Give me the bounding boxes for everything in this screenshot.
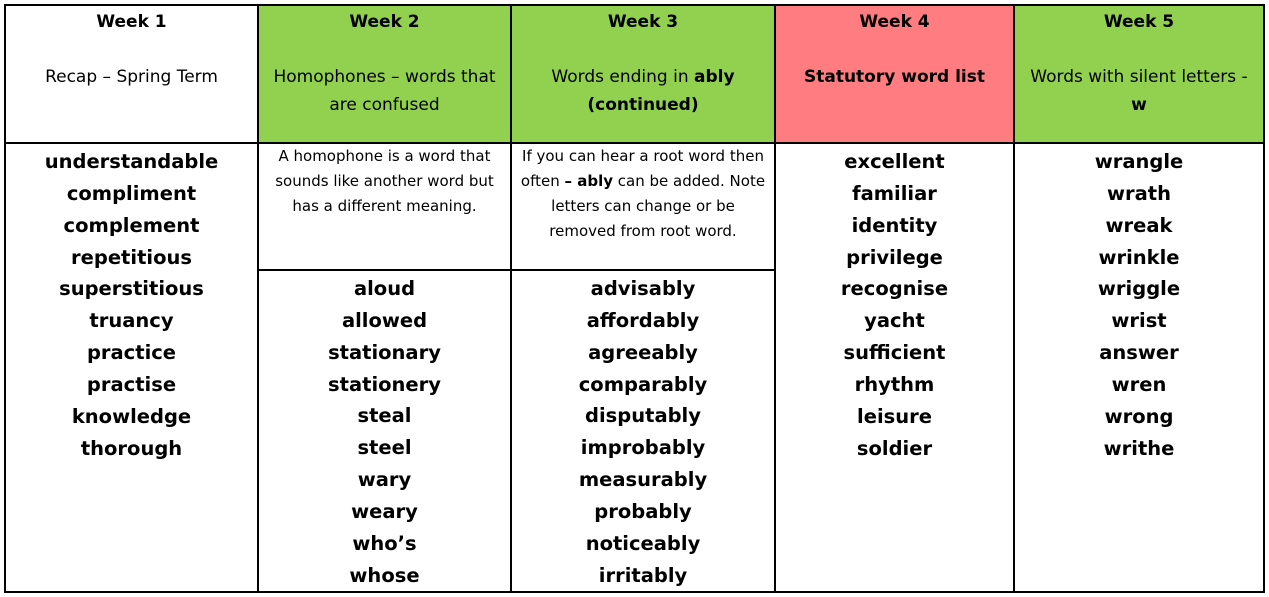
spelling-word: familiar <box>852 181 937 205</box>
week-4-topic: Statutory word list <box>803 67 985 87</box>
spelling-word: yacht <box>864 309 925 333</box>
spelling-word: excellent <box>844 150 945 173</box>
spelling-word: wrong <box>1104 404 1174 428</box>
spelling-word: wary <box>357 468 412 492</box>
spelling-word: recognise <box>840 277 949 301</box>
spelling-word: whose <box>349 563 420 587</box>
spelling-word: allowed <box>341 308 428 332</box>
spelling-word: superstitious <box>59 277 204 301</box>
week-2-word-list: aloud allowed stationary stationery stea… <box>259 273 510 591</box>
week-2-heading: Week 2 <box>349 12 420 32</box>
spelling-word: stationery <box>328 372 441 396</box>
week-4-column: Week 4 Statutory word list excellent fam… <box>774 6 1013 591</box>
spelling-word: advisably <box>590 277 696 300</box>
spelling-word: sufficient <box>843 341 946 365</box>
spelling-word: thorough <box>80 436 183 460</box>
week-5-column: Week 5 Words with silent letters - w wra… <box>1013 6 1263 591</box>
week-3-heading: Week 3 <box>607 12 679 32</box>
spelling-word: practice <box>86 341 177 365</box>
spelling-word: wreak <box>1105 213 1173 237</box>
week-2-header: Week 2 Homophones – words that are confu… <box>259 6 510 144</box>
week-1-header: Week 1 Recap – Spring Term <box>6 6 257 144</box>
spelling-word: irritably <box>598 563 688 587</box>
spelling-word: weary <box>351 499 418 523</box>
spelling-word: probably <box>594 499 692 523</box>
spelling-word: stationary <box>328 340 441 364</box>
spelling-word: writhe <box>1103 436 1175 460</box>
spelling-word: compliment <box>66 181 197 205</box>
week-5-topic: Words with silent letters - w <box>1030 67 1248 115</box>
spelling-word: knowledge <box>71 404 192 428</box>
week-3-note: If you can hear a root word then often –… <box>512 144 774 271</box>
week-1-heading: Week 1 <box>96 12 167 32</box>
spelling-word: wren <box>1111 372 1167 396</box>
week-1-column: Week 1 Recap – Spring Term understandabl… <box>6 6 257 591</box>
spelling-word: affordably <box>586 308 700 332</box>
week-3-column: Week 3 Words ending in ably (continued) … <box>510 6 774 591</box>
spelling-word: noticeably <box>585 531 701 555</box>
spelling-table: Week 1 Recap – Spring Term understandabl… <box>4 4 1265 593</box>
spelling-word: soldier <box>856 436 933 460</box>
spelling-word: wriggle <box>1097 277 1181 301</box>
spelling-word: measurably <box>578 468 708 492</box>
spelling-word: privilege <box>846 245 943 269</box>
spelling-word: steal <box>357 404 412 428</box>
spelling-word: wrinkle <box>1098 245 1180 269</box>
spelling-word: rhythm <box>854 372 935 396</box>
spelling-word: wrangle <box>1094 150 1184 173</box>
week-3-header: Week 3 Words ending in ably (continued) <box>512 6 774 144</box>
spelling-word: disputably <box>585 404 701 428</box>
spelling-word: who’s <box>352 531 417 555</box>
spelling-word: steel <box>357 436 412 460</box>
spelling-word: identity <box>851 213 938 237</box>
week-3-word-list: advisably affordably agreeably comparabl… <box>512 273 774 591</box>
week-5-word-list: wrangle wrath wreak wrinkle wriggle wris… <box>1015 146 1263 464</box>
week-1-word-list: understandable compliment complement rep… <box>6 146 257 464</box>
spelling-word: wrath <box>1107 181 1171 205</box>
week-2-topic: Homophones – words that are confused <box>273 67 496 115</box>
week-4-heading: Week 4 <box>859 12 930 32</box>
spelling-word: practise <box>86 372 177 396</box>
week-5-header: Week 5 Words with silent letters - w <box>1015 6 1263 144</box>
spelling-word: answer <box>1099 341 1179 365</box>
spelling-word: repetitious <box>71 245 192 269</box>
spelling-word: understandable <box>44 150 219 173</box>
spelling-word: agreeably <box>588 340 698 364</box>
spelling-word: truancy <box>89 309 174 333</box>
spelling-word: comparably <box>578 372 708 396</box>
week-3-topic: Words ending in ably (continued) <box>551 67 735 115</box>
week-4-word-list: excellent familiar identity privilege re… <box>776 146 1013 464</box>
week-1-topic: Recap – Spring Term <box>45 67 218 87</box>
spelling-word: complement <box>63 213 200 237</box>
week-2-note: A homophone is a word that sounds like a… <box>259 144 510 271</box>
week-4-header: Week 4 Statutory word list <box>776 6 1013 144</box>
week-2-column: Week 2 Homophones – words that are confu… <box>257 6 510 591</box>
week-5-heading: Week 5 <box>1103 12 1175 32</box>
spelling-word: aloud <box>353 277 416 300</box>
spelling-word: leisure <box>857 404 932 428</box>
spelling-word: wrist <box>1111 309 1167 333</box>
spelling-word: improbably <box>580 436 706 460</box>
